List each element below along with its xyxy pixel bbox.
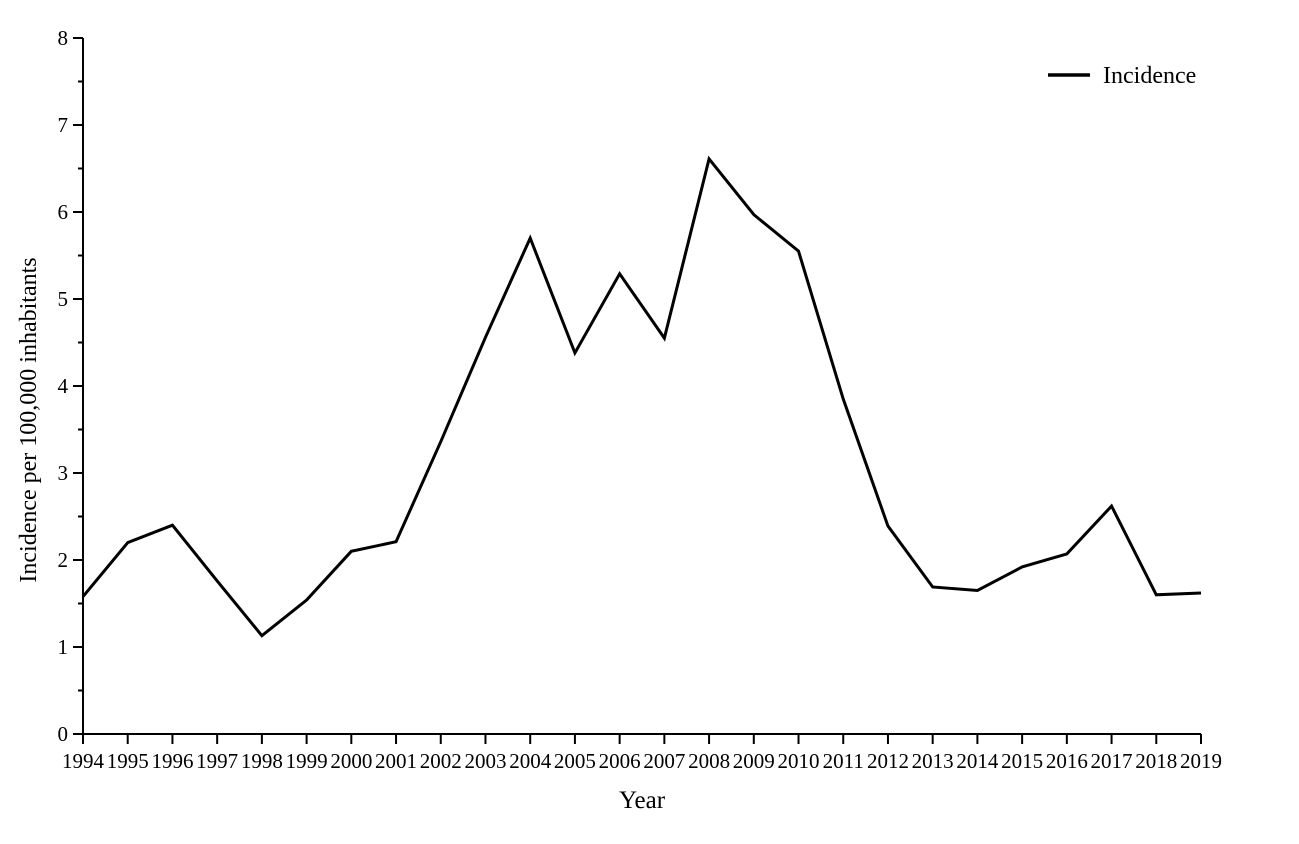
x-tick-label: 2000 xyxy=(330,749,372,773)
x-tick-label: 2014 xyxy=(956,749,999,773)
x-tick-label: 2013 xyxy=(912,749,954,773)
x-tick-label: 1995 xyxy=(107,749,149,773)
y-tick-label: 6 xyxy=(58,200,69,224)
x-tick-label: 2009 xyxy=(733,749,775,773)
tick-marks xyxy=(73,37,1202,744)
x-tick-label: 2008 xyxy=(688,749,730,773)
legend: Incidence xyxy=(1048,63,1196,89)
x-tick-label: 2012 xyxy=(867,749,909,773)
series-line-incidence xyxy=(81,155,1202,638)
x-tick-label: 1998 xyxy=(241,749,283,773)
x-tick-label: 2007 xyxy=(643,749,685,773)
x-tick-label: 2003 xyxy=(464,749,506,773)
x-tick-label: 1999 xyxy=(286,749,328,773)
y-tick-label: 0 xyxy=(58,722,69,746)
x-tick-label: 2015 xyxy=(1001,749,1043,773)
x-tick-label: 2006 xyxy=(599,749,641,773)
y-tick-label: 3 xyxy=(58,461,69,485)
y-tick-label: 7 xyxy=(58,113,69,137)
x-tick-label: 2019 xyxy=(1180,749,1222,773)
y-tick-label: 2 xyxy=(58,548,69,572)
x-tick-label: 2010 xyxy=(778,749,820,773)
axes xyxy=(82,38,1201,735)
y-tick-label: 5 xyxy=(58,287,69,311)
x-tick-label: 1996 xyxy=(151,749,193,773)
x-tick-label: 2011 xyxy=(823,749,864,773)
x-tick-label: 2005 xyxy=(554,749,596,773)
x-tick-label: 2002 xyxy=(420,749,462,773)
x-axis-title: Year xyxy=(619,787,666,814)
x-tick-label: 2016 xyxy=(1046,749,1088,773)
legend-label: Incidence xyxy=(1103,63,1196,89)
x-tick-label: 2018 xyxy=(1135,749,1177,773)
x-tick-label: 1997 xyxy=(196,749,238,773)
x-tick-label: 2001 xyxy=(375,749,417,773)
x-tick-label: 2017 xyxy=(1091,749,1133,773)
x-tick-label: 1994 xyxy=(62,749,105,773)
y-tick-label: 4 xyxy=(58,374,69,398)
y-tick-label: 8 xyxy=(58,26,69,50)
x-tick-label: 2004 xyxy=(509,749,552,773)
y-axis-title: Incidence per 100,000 inhabitants xyxy=(16,257,42,582)
series-lines xyxy=(81,155,1202,638)
y-tick-label: 1 xyxy=(58,635,69,659)
